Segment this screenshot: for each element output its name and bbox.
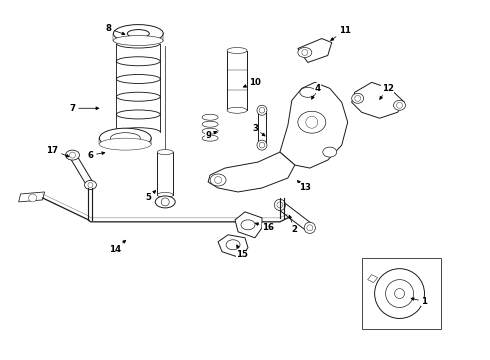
- Text: 15: 15: [236, 245, 248, 259]
- Text: 13: 13: [297, 181, 311, 193]
- Ellipse shape: [274, 199, 286, 211]
- Ellipse shape: [298, 48, 312, 58]
- Text: 1: 1: [411, 297, 427, 306]
- Polygon shape: [277, 201, 313, 231]
- Ellipse shape: [66, 150, 79, 160]
- Circle shape: [259, 108, 265, 113]
- Polygon shape: [280, 82, 348, 168]
- Text: 14: 14: [109, 240, 125, 254]
- Text: 11: 11: [331, 26, 351, 40]
- Ellipse shape: [110, 133, 140, 144]
- Text: 7: 7: [70, 104, 99, 113]
- Circle shape: [215, 176, 221, 184]
- Text: 9: 9: [205, 131, 217, 140]
- Ellipse shape: [257, 140, 267, 150]
- Ellipse shape: [99, 128, 151, 148]
- Polygon shape: [352, 82, 405, 118]
- Ellipse shape: [304, 222, 316, 233]
- Circle shape: [394, 289, 405, 298]
- Polygon shape: [208, 152, 295, 192]
- Ellipse shape: [113, 36, 163, 45]
- Ellipse shape: [99, 138, 151, 150]
- Polygon shape: [227, 50, 247, 110]
- Polygon shape: [368, 275, 378, 283]
- Circle shape: [88, 183, 93, 188]
- Circle shape: [306, 116, 318, 128]
- Ellipse shape: [84, 180, 97, 189]
- Text: 3: 3: [252, 124, 265, 136]
- Polygon shape: [70, 153, 94, 187]
- Text: 5: 5: [146, 190, 156, 202]
- Ellipse shape: [226, 240, 240, 250]
- Ellipse shape: [393, 100, 406, 110]
- Circle shape: [386, 280, 414, 307]
- Text: 8: 8: [105, 24, 125, 35]
- Ellipse shape: [202, 114, 218, 120]
- Text: 4: 4: [312, 84, 321, 99]
- Ellipse shape: [300, 87, 316, 97]
- Polygon shape: [19, 192, 45, 202]
- Circle shape: [396, 102, 403, 108]
- Text: 2: 2: [289, 215, 298, 234]
- Ellipse shape: [68, 151, 77, 159]
- Ellipse shape: [157, 150, 173, 154]
- Circle shape: [259, 142, 265, 148]
- Ellipse shape: [127, 30, 149, 37]
- Circle shape: [28, 194, 37, 202]
- FancyBboxPatch shape: [362, 258, 441, 329]
- Circle shape: [161, 198, 169, 206]
- Polygon shape: [298, 39, 332, 62]
- Ellipse shape: [227, 48, 247, 54]
- Text: 12: 12: [380, 84, 393, 99]
- Ellipse shape: [241, 220, 255, 230]
- Ellipse shape: [323, 147, 337, 157]
- Ellipse shape: [210, 174, 226, 186]
- Text: 10: 10: [244, 78, 261, 87]
- Ellipse shape: [113, 24, 163, 42]
- Ellipse shape: [352, 93, 364, 103]
- Circle shape: [355, 95, 361, 101]
- Circle shape: [307, 225, 313, 231]
- Ellipse shape: [202, 135, 218, 141]
- Ellipse shape: [257, 105, 267, 115]
- Ellipse shape: [157, 193, 173, 197]
- Polygon shape: [235, 212, 262, 238]
- Polygon shape: [218, 235, 248, 258]
- Ellipse shape: [202, 128, 218, 134]
- Ellipse shape: [202, 121, 218, 127]
- Circle shape: [277, 202, 283, 208]
- Ellipse shape: [155, 196, 175, 208]
- Ellipse shape: [227, 107, 247, 113]
- Text: 6: 6: [87, 150, 105, 159]
- Text: 16: 16: [255, 223, 274, 232]
- Text: 17: 17: [47, 145, 69, 157]
- Circle shape: [302, 50, 308, 55]
- Ellipse shape: [298, 111, 326, 133]
- Circle shape: [70, 152, 75, 158]
- Circle shape: [375, 269, 424, 319]
- Polygon shape: [258, 110, 266, 145]
- Ellipse shape: [86, 181, 95, 189]
- Polygon shape: [157, 152, 173, 195]
